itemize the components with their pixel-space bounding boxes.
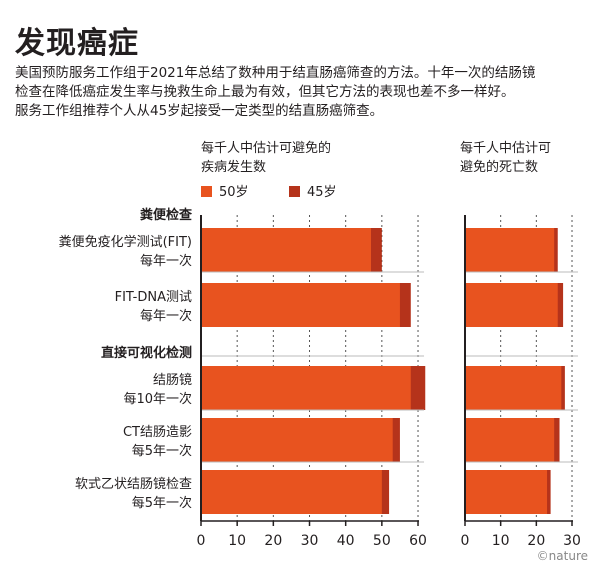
bar-50: [201, 470, 382, 514]
bar-50: [465, 366, 562, 410]
bar-50: [201, 283, 400, 327]
category-frequency: 每年一次: [140, 308, 192, 324]
category-label: FIT-DNA测试: [115, 290, 192, 305]
x-tick-label: 20: [264, 533, 282, 549]
legend-label-50: 50岁: [219, 185, 249, 200]
group-heading: 粪便检查: [140, 207, 193, 223]
category-label: CT结肠造影: [123, 425, 192, 440]
nature-credit: ©nature: [536, 549, 588, 563]
bar-50: [201, 366, 411, 410]
bar-50: [201, 228, 371, 272]
bar-50: [465, 228, 555, 272]
category-label: 结肠镜: [153, 373, 192, 388]
description: 美国预防服务工作组于2021年总结了数种用于结直肠癌筛查的方法。十年一次的结肠镜…: [15, 64, 590, 121]
category-frequency: 每年一次: [140, 253, 192, 269]
x-tick-label: 10: [228, 533, 246, 549]
panel-title-line: 每千人中估计可: [460, 140, 551, 156]
bar-50: [201, 418, 393, 462]
x-tick-label: 30: [563, 533, 581, 549]
x-tick-label: 30: [301, 533, 319, 549]
bar-50: [465, 283, 558, 327]
category-label: 软式乙状结肠镜检查: [75, 477, 192, 492]
category-frequency: 每5年一次: [132, 495, 192, 511]
group-heading: 直接可视化检测: [101, 345, 192, 361]
x-tick-label: 20: [527, 533, 545, 549]
x-tick-label: 0: [461, 533, 470, 549]
description-line: 美国预防服务工作组于2021年总结了数种用于结直肠癌筛查的方法。十年一次的结肠镜: [15, 65, 536, 81]
x-tick-label: 40: [337, 533, 355, 549]
category-label: 粪便免疫化学测试(FIT): [59, 234, 192, 250]
description-line: 检查在降低癌症发生率与挽救生命上最为有效，但其它方法的表现也差不多一样好。: [15, 84, 515, 100]
legend-swatch-45: [289, 186, 300, 197]
bar-50: [465, 470, 548, 514]
category-frequency: 每10年一次: [123, 391, 192, 407]
category-frequency: 每5年一次: [132, 443, 192, 459]
panel-title-line: 避免的死亡数: [460, 159, 538, 175]
page-title: 发现癌症: [15, 26, 139, 61]
panel-title-line: 疾病发生数: [201, 159, 266, 175]
bar-50: [465, 418, 555, 462]
legend-label-45: 45岁: [307, 185, 337, 200]
x-tick-label: 10: [492, 533, 510, 549]
x-tick-label: 60: [409, 533, 427, 549]
description-line: 服务工作组推荐个人从45岁起接受一定类型的结直肠癌筛查。: [15, 103, 384, 119]
x-tick-label: 50: [373, 533, 391, 549]
panel-title-line: 每千人中估计可避免的: [201, 140, 331, 156]
legend-swatch-50: [201, 186, 212, 197]
x-tick-label: 0: [197, 533, 206, 549]
